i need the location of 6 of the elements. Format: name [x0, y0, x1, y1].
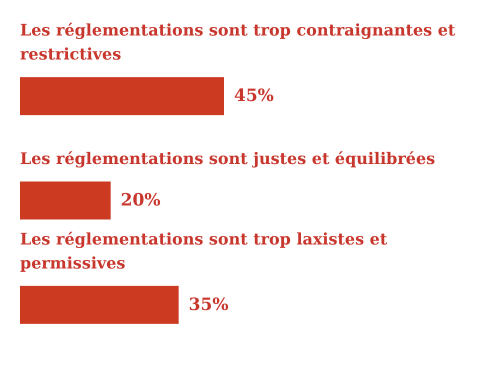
y-tick-label: Les réglementations sont trop laxistes et permissives — [20, 229, 393, 272]
data-label: 35% — [188, 294, 228, 315]
y-tick-label: Les réglementations sont justes et équilibrées — [20, 149, 436, 168]
data-label: 20% — [120, 190, 160, 210]
data-label: 45% — [234, 86, 274, 106]
y-tick-label: Les réglementations sont trop contraignantes et restrictives — [20, 20, 461, 64]
